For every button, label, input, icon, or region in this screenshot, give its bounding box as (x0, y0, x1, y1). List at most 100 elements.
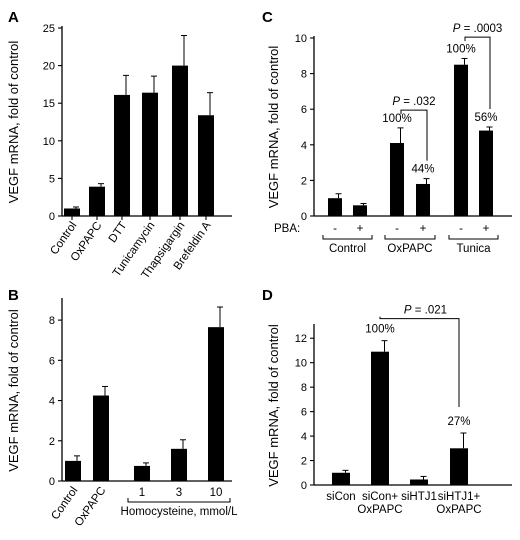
panel-letter-B: B (8, 287, 19, 304)
bar (454, 64, 468, 216)
panel-letter-D: D (262, 287, 273, 304)
y-tick-label: 4 (49, 396, 55, 408)
y-tick-label: 4 (301, 140, 307, 152)
y-tick-label: 6 (301, 104, 307, 116)
y-tick-label: 8 (301, 382, 307, 394)
significance-bracket (400, 109, 428, 161)
panel-letter-C: C (262, 9, 273, 26)
y-tick-label: 10 (295, 33, 307, 45)
pba-sign: + (357, 223, 364, 235)
bar (89, 186, 105, 216)
category-label: 10 (210, 487, 223, 499)
pba-sign: - (333, 223, 337, 235)
category-label: siCon+ (362, 491, 398, 503)
y-tick-label: 5 (49, 173, 55, 185)
p-letter: P (404, 305, 412, 317)
y-tick-label: 8 (301, 69, 307, 81)
bar (416, 183, 430, 216)
group-label: Tunica (456, 243, 491, 255)
y-tick-label: 12 (295, 333, 307, 345)
bar (93, 395, 109, 481)
y-tick-label: 20 (43, 61, 55, 73)
pba-sign: - (459, 223, 463, 235)
percent-annotation: 56% (474, 112, 497, 124)
percent-annotation: 100% (382, 113, 411, 125)
bar (64, 208, 80, 216)
pba-sign: + (483, 223, 490, 235)
group-label: Homocysteine, mmol/L (121, 506, 239, 518)
pba-sign: + (420, 223, 427, 235)
y-tick-label: 15 (43, 98, 55, 110)
group-label: OxPAPC (387, 243, 432, 255)
panel-letter-A: A (8, 9, 19, 26)
significance-bracket (464, 36, 491, 109)
bar (114, 94, 130, 216)
category-label: OxPAPC (357, 504, 402, 516)
y-tick-label: 10 (295, 358, 307, 370)
y-tick-label: 0 (49, 211, 55, 223)
y-tick-label: 0 (301, 211, 307, 223)
bar (134, 465, 150, 481)
p-value: P = .021 (404, 305, 447, 317)
y-axis-label: VEGF mRNA, fold of control (266, 46, 281, 209)
panel-D: D 0 2 4 6 8 10 12 VEGF mRNA, fold of control siCo… (262, 287, 512, 516)
y-tick-label: 2 (301, 175, 307, 187)
bar (371, 351, 389, 485)
y-tick-label: 4 (301, 431, 307, 443)
group-bracket (384, 235, 436, 240)
y-tick-label: 2 (301, 456, 307, 468)
p-letter: P (453, 23, 461, 35)
category-label: siHTJ1+ (438, 491, 481, 503)
p-letter: P (392, 96, 400, 108)
bar (390, 143, 404, 216)
p-value-text: = .021 (412, 305, 448, 317)
y-axis-label: VEGF mRNA, fold of control (6, 309, 21, 472)
y-tick-label: 25 (43, 23, 55, 35)
p-value-text: = .032 (400, 96, 436, 108)
y-tick-label: 10 (43, 136, 55, 148)
category-label: 3 (176, 487, 182, 499)
category-label: siCon (326, 491, 355, 503)
category-label: DTT (107, 220, 130, 245)
y-tick-label: 2 (49, 436, 55, 448)
bar (410, 479, 428, 485)
bar (198, 115, 214, 216)
y-tick-label: 6 (301, 407, 307, 419)
percent-annotation: 100% (446, 43, 475, 55)
bar (450, 448, 468, 485)
group-bracket (127, 498, 231, 503)
p-value: P = .0003 (453, 23, 503, 35)
percent-annotation: 44% (411, 164, 434, 176)
y-axis-label: VEGF mRNA, fold of control (6, 41, 21, 204)
pba-sign: - (395, 223, 399, 235)
y-tick-label: 0 (301, 480, 307, 492)
p-value: P = .032 (392, 96, 435, 108)
panel-C: C 0 2 4 6 8 10 VEGF mRNA, fold of control - + - + - +… (262, 9, 512, 255)
percent-annotation: 27% (447, 416, 470, 428)
y-tick-label: 0 (49, 476, 55, 488)
bar (171, 448, 187, 481)
bar (142, 92, 158, 216)
p-value-text: = .0003 (460, 23, 502, 35)
bar (208, 327, 224, 481)
category-label: 1 (139, 487, 145, 499)
category-label: OxPAPC (436, 504, 481, 516)
bar (328, 198, 342, 216)
category-label: siHTJ1 (401, 491, 437, 503)
bar (65, 460, 81, 481)
significance-bracket (379, 316, 460, 408)
pba-row-label: PBA: (274, 223, 300, 235)
bar (332, 472, 350, 485)
group-label: Control (329, 243, 366, 255)
bar (479, 130, 493, 216)
percent-annotation: 100% (365, 324, 394, 336)
y-tick-label: 8 (49, 315, 55, 327)
group-bracket (448, 235, 499, 240)
y-tick-label: 6 (49, 355, 55, 367)
group-bracket (322, 235, 373, 240)
y-axis-label: VEGF mRNA, fold of control (266, 324, 281, 487)
bar (172, 65, 188, 216)
